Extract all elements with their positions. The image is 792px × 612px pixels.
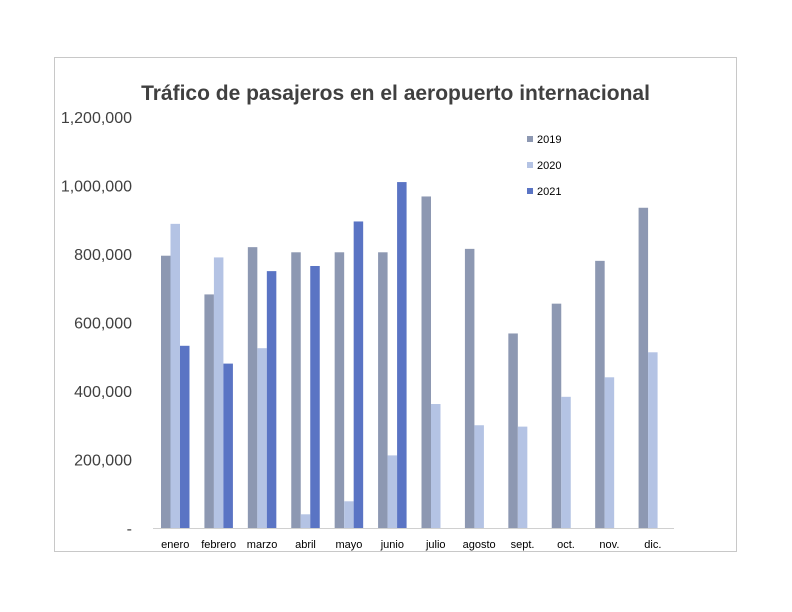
x-tick-label: abril	[295, 539, 316, 551]
bar-2020-abril	[300, 514, 311, 528]
bar-2021-marzo	[266, 271, 277, 528]
bar-2020-marzo	[257, 348, 267, 528]
bar-2020-dic.	[648, 352, 658, 528]
bar-2019-agosto	[464, 248, 475, 529]
bar-2019-enero	[161, 255, 171, 528]
x-axis-ticks: enero febrero marzo abril mayo junio julio agos…	[161, 539, 661, 551]
x-tick-label: oct.	[557, 539, 575, 551]
y-tick-label: 800,000	[74, 247, 132, 264]
x-tick-label: dic.	[644, 539, 661, 551]
x-tick-label: febrero	[201, 539, 236, 551]
bar-2020-oct.	[561, 396, 571, 528]
bar-2019-febrero	[204, 294, 214, 528]
bar-2019-marzo	[247, 247, 258, 528]
legend-swatch-2019	[527, 136, 533, 142]
y-tick-label: 1,000,000	[61, 179, 132, 196]
bar-2021-abril	[310, 265, 320, 528]
bar-2019-junio	[378, 252, 388, 528]
x-tick-label: mayo	[335, 539, 362, 551]
bar-2019-mayo	[334, 252, 345, 528]
legend-label: 2020	[537, 160, 561, 172]
x-tick-label: junio	[380, 539, 404, 551]
x-tick-label: julio	[425, 539, 446, 551]
legend-swatch-2021	[527, 188, 533, 194]
y-axis-ticks: - 200,000 400,000 600,000 800,000 1,000,000 1,…	[61, 110, 132, 538]
legend-label: 2021	[537, 186, 561, 198]
bar-2020-junio	[387, 455, 398, 528]
bar-2020-julio	[431, 404, 441, 528]
y-tick-label: 400,000	[74, 384, 132, 401]
bar-2020-agosto	[474, 425, 484, 528]
y-tick-label: 600,000	[74, 316, 132, 333]
bar-2021-mayo	[353, 221, 364, 528]
bar-2019-sept.	[508, 333, 518, 528]
x-tick-label: enero	[161, 539, 189, 551]
bar-2020-enero	[170, 223, 180, 529]
bar-2021-junio	[397, 182, 407, 528]
legend-swatch-2020	[527, 162, 533, 168]
x-tick-label: nov.	[599, 539, 619, 551]
legend-label: 2019	[537, 134, 561, 146]
bars	[161, 182, 658, 529]
bar-2021-enero	[180, 345, 190, 528]
bar-2020-febrero	[213, 257, 224, 528]
bar-2019-dic.	[638, 207, 649, 528]
bar-2019-abril	[291, 252, 301, 528]
bar-2019-julio	[421, 196, 431, 528]
x-tick-label: marzo	[247, 539, 278, 551]
bar-2021-febrero	[223, 363, 233, 528]
y-tick-label: -	[127, 521, 132, 538]
bar-2020-mayo	[344, 501, 354, 528]
x-tick-label: sept.	[511, 539, 535, 551]
y-tick-label: 200,000	[74, 453, 132, 470]
y-tick-label: 1,200,000	[61, 110, 132, 127]
bar-2019-oct.	[551, 303, 562, 528]
x-tick-label: agosto	[463, 539, 496, 551]
bar-2020-sept.	[517, 426, 528, 528]
chart-title: Tráfico de pasajeros en el aeropuerto in…	[141, 82, 650, 105]
bar-2020-nov.	[604, 377, 615, 528]
bar-2019-nov.	[595, 260, 605, 528]
legend: 2019 2020 2021	[527, 134, 561, 198]
